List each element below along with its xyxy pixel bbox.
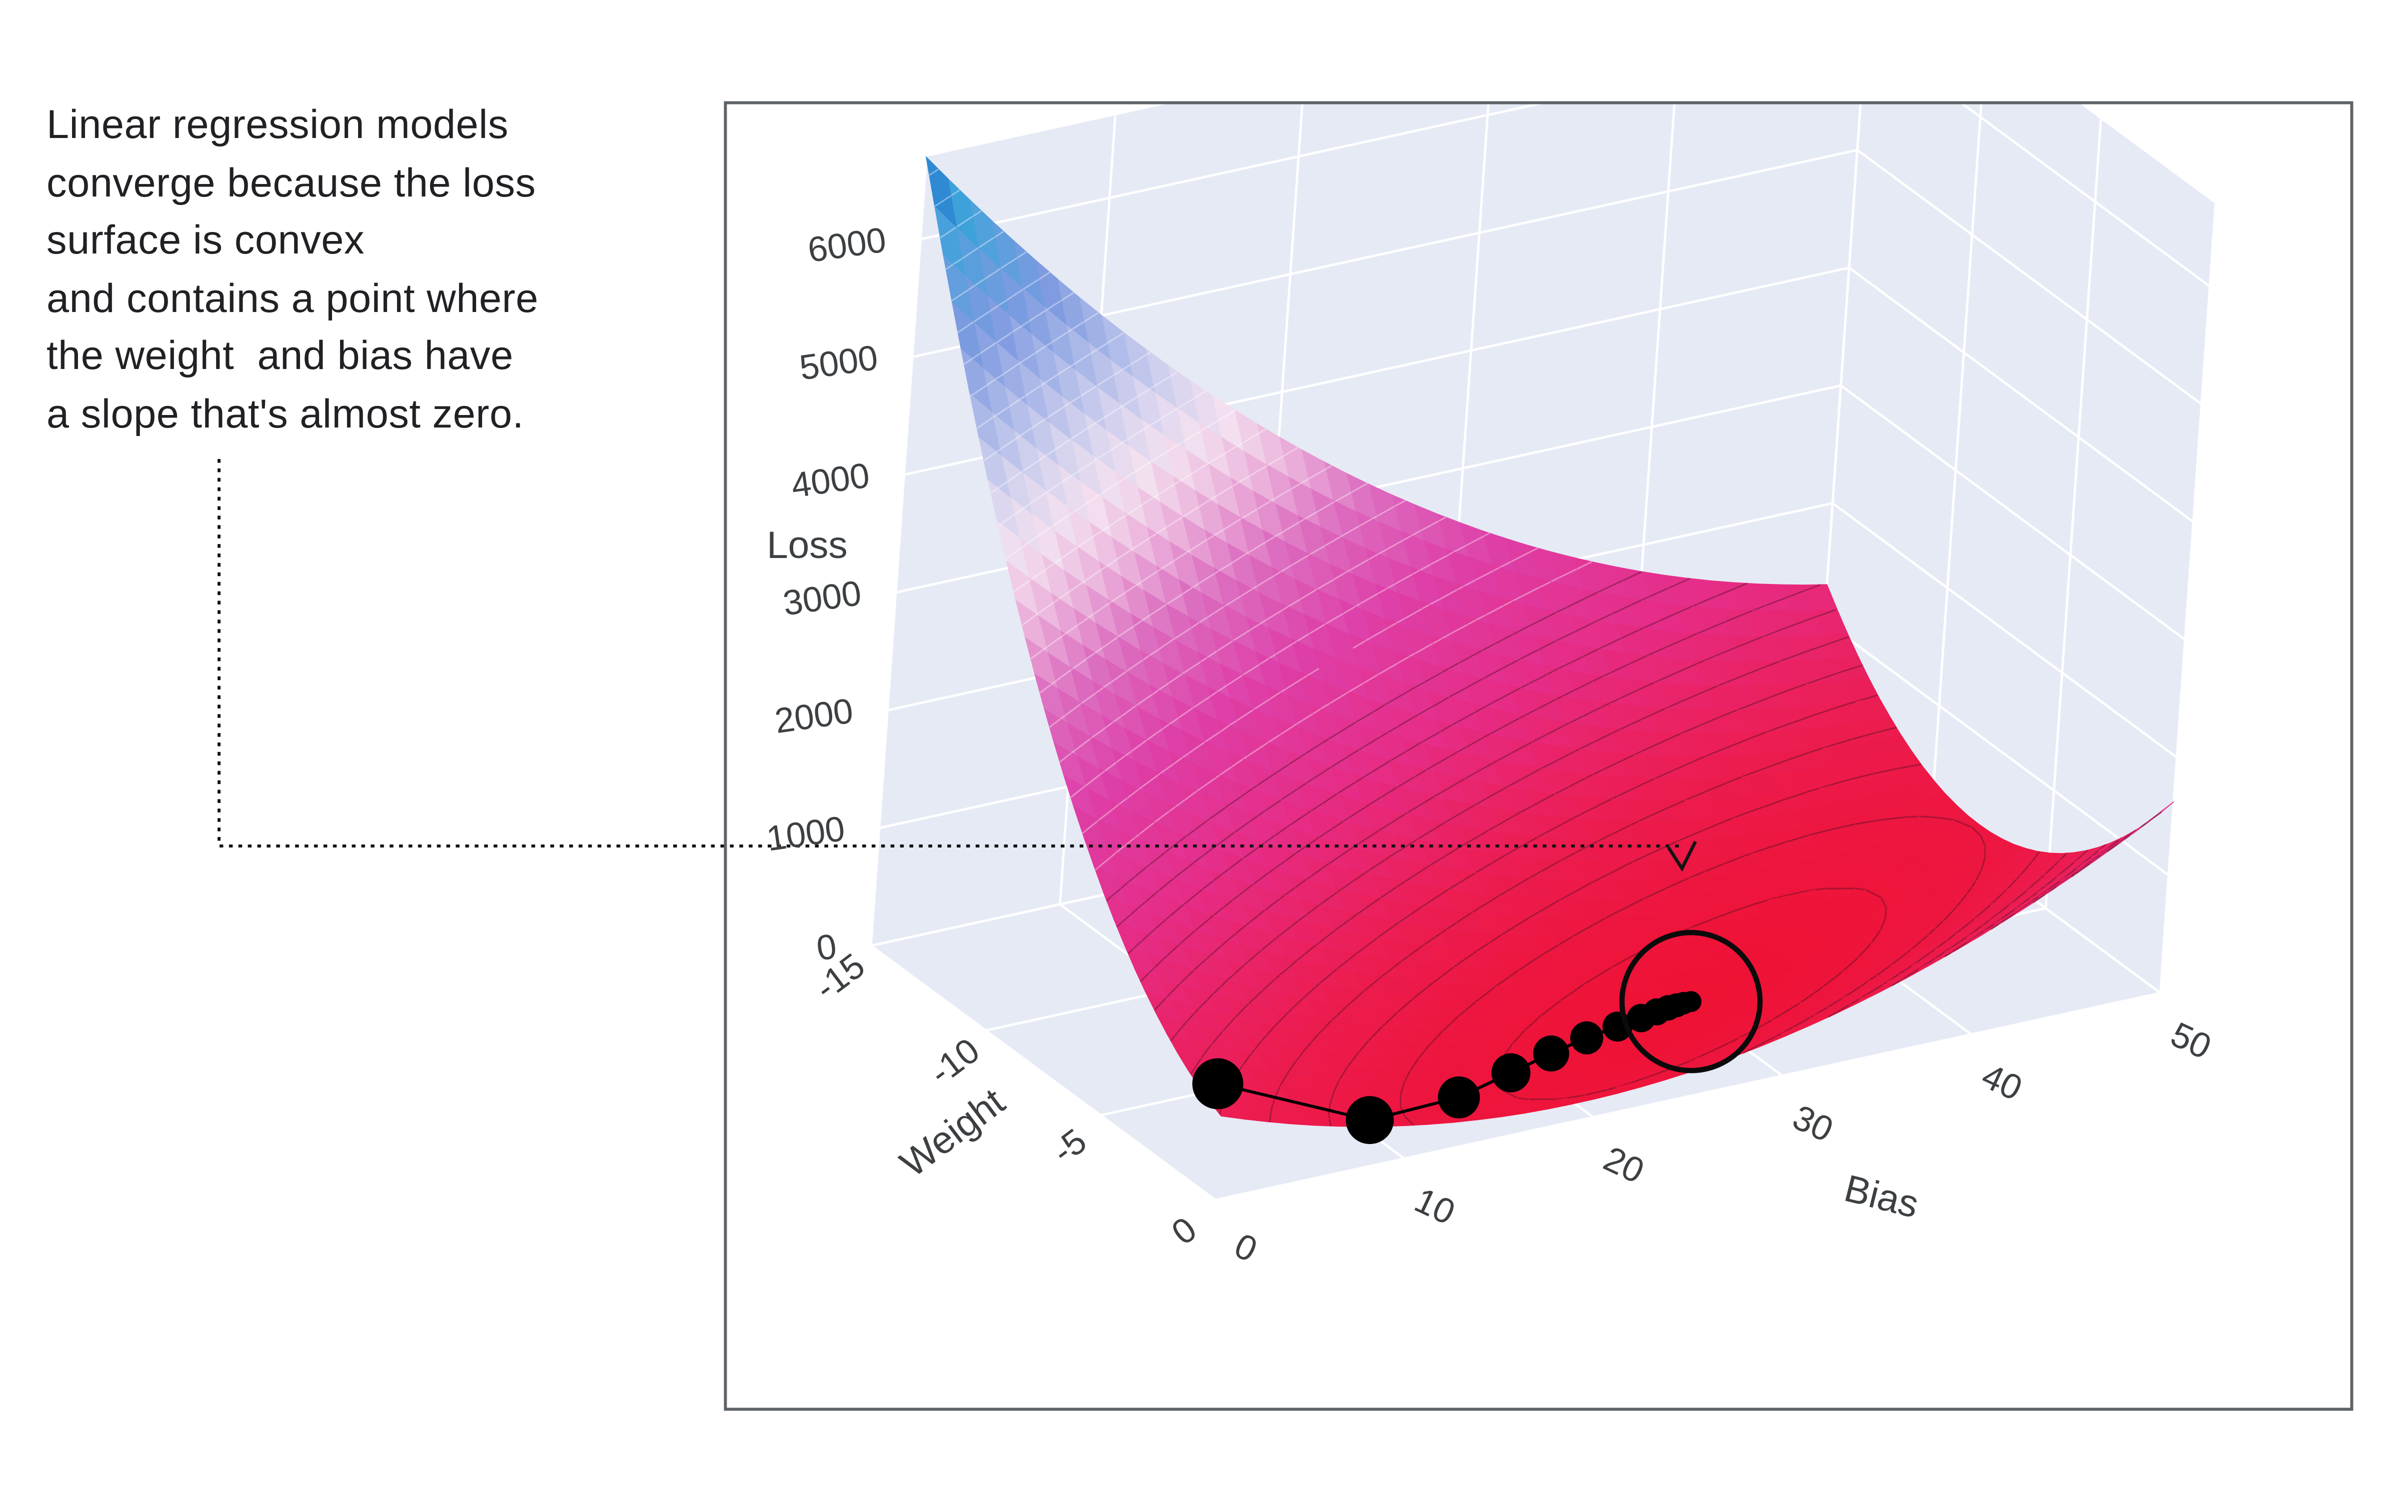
weight-tick-label: -15 xyxy=(807,946,872,1008)
loss-tick-label: 2000 xyxy=(772,690,855,740)
gradient-descent-path xyxy=(1192,930,1763,1144)
annotation-text: Linear regression models converge becaus… xyxy=(47,102,539,436)
loss-tick-label: 1000 xyxy=(764,808,847,858)
weight-tick-label: -5 xyxy=(1045,1121,1094,1172)
loss-tick-label: 4000 xyxy=(789,455,872,505)
annotation-arrowhead-icon xyxy=(1667,840,1697,872)
bias-tick-label: 0 xyxy=(1229,1226,1263,1270)
gradient-descent-point xyxy=(1570,1021,1603,1054)
gradient-descent-point xyxy=(1438,1076,1480,1118)
loss-tick-label: 5000 xyxy=(797,338,880,388)
bias-tick-label: 40 xyxy=(1976,1056,2028,1108)
annotation-connector xyxy=(218,459,1697,872)
plot-border xyxy=(724,101,2353,1411)
loss-tick-label: 3000 xyxy=(781,573,864,623)
weight-tick-label: 0 xyxy=(1164,1209,1204,1252)
bias-axis-title: Bias xyxy=(1840,1167,1923,1226)
bias-tick-label: 50 xyxy=(2165,1014,2217,1066)
gradient-descent-point xyxy=(1346,1096,1394,1144)
gradient-descent-point xyxy=(1680,991,1702,1012)
annotation-connector-line xyxy=(218,459,1682,848)
bias-tick-label: 10 xyxy=(1409,1180,1461,1232)
weight-tick-label: -10 xyxy=(922,1030,987,1092)
bias-tick-label: 30 xyxy=(1787,1097,1839,1150)
gradient-descent-point xyxy=(1491,1053,1531,1092)
convergence-circle xyxy=(1619,930,1763,1074)
loss-axis-title: Loss xyxy=(767,524,848,566)
weight-axis-title: Weight xyxy=(893,1080,1013,1185)
gradient-descent-point xyxy=(1533,1035,1569,1072)
axis-labels: 01000200030004000500060000-5-10-15010203… xyxy=(764,220,2217,1270)
loss-surface xyxy=(925,156,2174,1128)
bias-tick-label: 20 xyxy=(1598,1138,1650,1191)
loss-tick-label: 6000 xyxy=(805,220,888,270)
gradient-descent-point xyxy=(1192,1058,1244,1110)
scene-content xyxy=(870,104,2217,1202)
